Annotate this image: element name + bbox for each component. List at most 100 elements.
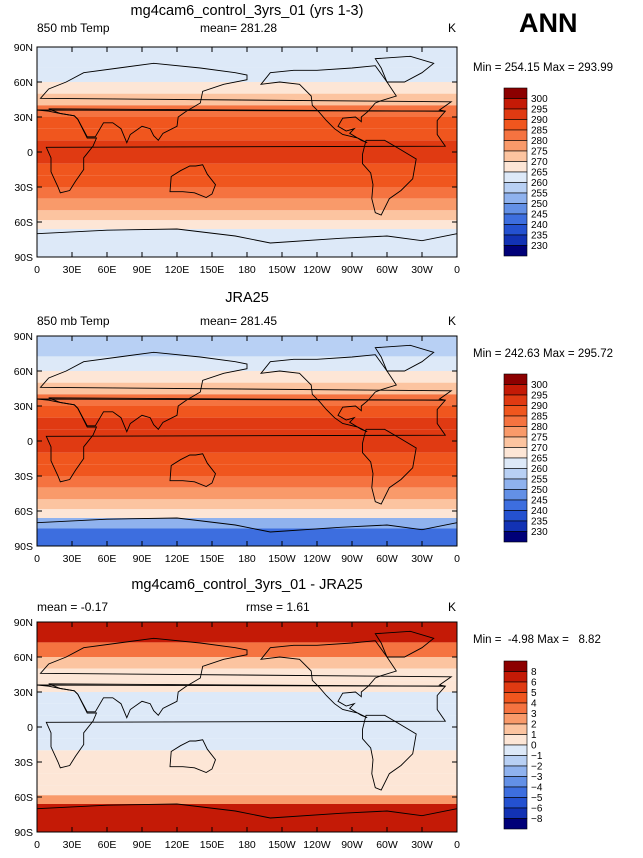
- colorbar-label: 2: [531, 720, 537, 731]
- y-tick-label: 90S: [14, 252, 33, 264]
- x-tick-label: 60E: [98, 553, 117, 565]
- colorbar-swatch: [503, 755, 528, 767]
- zonal-band: [37, 406, 457, 418]
- y-tick-label: 90S: [14, 827, 33, 839]
- y-tick-label: 60S: [14, 506, 33, 518]
- colorbar-swatch: [503, 140, 528, 152]
- map-panel-2: 0 30E 60E 90E 120E 150E 180 150W 120W 90W 60W 30W 09…: [14, 331, 460, 565]
- zonal-band: [37, 487, 457, 500]
- x-tick-label: 150E: [200, 553, 225, 565]
- panel-1-minmax: Min = 254.15 Max = 293.99: [473, 62, 614, 74]
- zonal-band: [37, 703, 457, 716]
- x-tick-label: 90E: [133, 553, 152, 565]
- panel-1-units-label: K: [448, 21, 457, 35]
- colorbar-label: −2: [531, 762, 543, 773]
- colorbar-2: 3002952902852802752702652602552502452402…: [503, 373, 548, 543]
- zonal-band: [37, 509, 457, 518]
- panel-1-title: mg4cam6_control_3yrs_01 (yrs 1-3): [130, 3, 364, 19]
- zonal-band: [37, 371, 457, 383]
- x-tick-label: 60E: [98, 264, 117, 276]
- colorbar-swatch: [503, 457, 528, 469]
- zonal-band: [37, 657, 457, 669]
- y-tick-label: 0: [27, 147, 33, 159]
- season-label: ANN: [519, 8, 578, 38]
- colorbar-swatch: [503, 510, 528, 522]
- colorbar-swatch: [503, 234, 528, 246]
- colorbar-swatch: [503, 797, 528, 809]
- zonal-band: [37, 163, 457, 176]
- x-tick-label: 120E: [165, 264, 190, 276]
- panel-3-mean-label: mean = -0.17: [37, 600, 109, 614]
- colorbar-swatch: [503, 702, 528, 714]
- colorbar-label: 6: [531, 678, 537, 689]
- x-tick-label: 120W: [303, 264, 331, 276]
- colorbar-swatch: [503, 98, 528, 110]
- colorbar-label: 295: [531, 105, 548, 116]
- colorbar-swatch: [503, 161, 528, 173]
- colorbar-label: 245: [531, 496, 548, 507]
- colorbar-swatch: [503, 119, 528, 131]
- colorbar-swatch: [503, 245, 528, 257]
- zonal-band: [37, 738, 457, 751]
- x-tick-label: 0: [34, 264, 40, 276]
- x-tick-label: 30E: [63, 553, 82, 565]
- colorbar-label: 280: [531, 136, 548, 147]
- zonal-band: [37, 117, 457, 129]
- zonal-band: [37, 750, 457, 762]
- colorbar-label: 275: [531, 433, 548, 444]
- x-tick-label: 0: [454, 264, 460, 276]
- y-tick-label: 60N: [14, 652, 33, 664]
- colorbar-label: 265: [531, 168, 548, 179]
- x-tick-label: 150E: [200, 264, 225, 276]
- zonal-band: [37, 140, 457, 152]
- zonal-band: [37, 382, 457, 395]
- colorbar-label: −8: [531, 814, 543, 825]
- panel-1-variable-label: 850 mb Temp: [37, 21, 110, 35]
- x-tick-label: 0: [34, 839, 40, 851]
- colorbar-swatch: [503, 660, 528, 672]
- zonal-band: [37, 692, 457, 704]
- colorbar-swatch: [503, 447, 528, 459]
- colorbar-label: 1: [531, 730, 537, 741]
- coastline-2: [45, 397, 447, 483]
- zonal-band: [37, 93, 457, 106]
- colorbar-swatch: [503, 394, 528, 406]
- x-tick-label: 150W: [268, 553, 296, 565]
- zonal-band: [37, 128, 457, 141]
- panel-3-rmse-label: rmse = 1.61: [246, 600, 310, 614]
- y-tick-label: 60N: [14, 77, 33, 89]
- coastline-5: [362, 139, 417, 216]
- colorbar-label: 250: [531, 199, 548, 210]
- colorbar-label: 260: [531, 464, 548, 475]
- coastline-5: [362, 714, 417, 791]
- y-tick-label: 30N: [14, 401, 33, 413]
- coastline-6: [374, 55, 435, 83]
- colorbar-label: 240: [531, 220, 548, 231]
- x-tick-label: 30W: [411, 839, 433, 851]
- colorbar-label: 8: [531, 667, 537, 678]
- colorbar-label: 230: [531, 527, 548, 538]
- colorbar-swatch: [503, 373, 528, 385]
- colorbar-swatch: [503, 405, 528, 417]
- colorbar-swatch: [503, 87, 528, 99]
- zonal-band: [37, 198, 457, 211]
- colorbar-swatch: [503, 671, 528, 683]
- colorbar-label: 250: [531, 485, 548, 496]
- colorbar-swatch: [503, 224, 528, 236]
- colorbar-swatch: [503, 531, 528, 543]
- zonal-band: [37, 417, 457, 430]
- zonal-band: [37, 175, 457, 187]
- panel-3-units-label: K: [448, 600, 457, 614]
- x-tick-label: 120E: [165, 839, 190, 851]
- zonal-band: [37, 152, 457, 164]
- x-tick-label: 180: [238, 264, 256, 276]
- y-tick-label: 30S: [14, 471, 33, 483]
- x-tick-label: 0: [34, 553, 40, 565]
- colorbar-swatch: [503, 489, 528, 501]
- colorbar-swatch: [503, 129, 528, 141]
- x-tick-label: 30W: [411, 553, 433, 565]
- colorbar-swatch: [503, 213, 528, 225]
- colorbar-label: 280: [531, 422, 548, 433]
